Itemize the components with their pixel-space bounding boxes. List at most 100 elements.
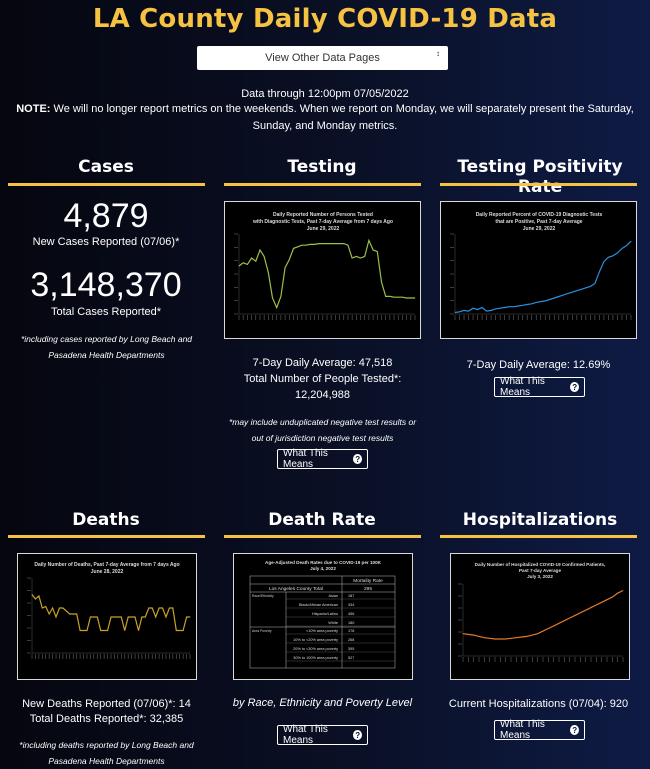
testing-chart-point (389, 296, 391, 297)
positivity-chart-point (517, 305, 519, 307)
positivity-chart-point (553, 297, 555, 299)
positivity-chart-point (585, 287, 587, 289)
deaths-chart-point (65, 610, 67, 612)
testing-chart-point (305, 244, 307, 246)
hosp-chart-point (585, 609, 587, 611)
hospitalizations-what-this-means-button[interactable]: What This Means? (494, 719, 585, 741)
positivity-chart-point (612, 255, 614, 257)
deaths-chart-point (62, 607, 64, 609)
deaths-rule (8, 535, 205, 538)
hosp-chart-point (510, 637, 512, 639)
testing-chart-title-2: with Diagnostic Tests, Past 7-day Averag… (252, 219, 393, 225)
deaths-chart-point (35, 598, 36, 600)
death-rate-heading: Death Rate (268, 510, 376, 530)
deaths-chart-point (69, 613, 71, 615)
hosp-chart-point (526, 636, 528, 637)
total-deaths: Total Deaths Reported*: 32,385 (29, 713, 184, 725)
testing-chart-point (376, 251, 378, 252)
testing-total-value: 12,204,988 (294, 389, 351, 401)
deaths-chart-point (79, 630, 81, 631)
deaths-chart-point (165, 616, 167, 618)
hosp-chart-point (547, 628, 549, 629)
page-title: LA County Daily COVID-19 Data (92, 4, 558, 34)
death-rate-what-this-means-button[interactable]: What This Means? (277, 724, 368, 746)
positivity-chart-point (594, 283, 596, 284)
new-deaths: New Deaths Reported (07/06)*: 14 (22, 698, 191, 710)
deaths-chart-point (179, 630, 181, 631)
positivity-chart-point (621, 248, 623, 249)
testing-chart-point (330, 243, 332, 244)
deaths-chart-point (148, 607, 150, 609)
positivity-chart[interactable]: Daily Reported Percent of COVID-19 Diagn… (440, 201, 637, 339)
positivity-button-label: What This Means (500, 376, 545, 398)
deaths-chart-point (131, 616, 132, 618)
deaths-chart-point (107, 630, 108, 631)
hosp-chart-point (521, 636, 523, 638)
testing-chart-point (301, 244, 303, 246)
county-total-label: Los Angeles County Total (269, 586, 323, 592)
death-rate-table[interactable]: Age-Adjusted Death Rates due to COVID-19… (233, 553, 413, 680)
hosp-chart-point (462, 633, 464, 635)
death-rate-row-label: White (328, 621, 338, 625)
hosp-chart-title-3: July 3, 2022 (527, 574, 553, 579)
positivity-chart-point (531, 303, 533, 305)
hosp-chart-point (574, 615, 576, 616)
positivity-chart-point (481, 307, 483, 308)
death-rate-subtitle: by Race, Ethnicity and Poverty Level (232, 697, 413, 709)
hosp-chart-point (553, 625, 555, 627)
positivity-chart-point (571, 291, 573, 293)
death-rate-col-header: Mortality Rate (353, 578, 383, 584)
testing-chart-point (368, 240, 370, 241)
positivity-chart-point (499, 307, 501, 309)
testing-chart-point (242, 262, 244, 264)
deaths-chart-point (169, 607, 170, 609)
death-rate-row-value: 268 (348, 638, 354, 642)
testing-chart-point (251, 257, 252, 259)
county-total-value: 295 (364, 586, 372, 592)
testing-chart-series-line (238, 238, 415, 310)
testing-chart-point (284, 267, 286, 268)
positivity-chart-point (454, 312, 456, 313)
cases-heading: Cases (78, 157, 134, 177)
death-rate-rule (224, 535, 421, 538)
testing-chart-point (393, 296, 395, 298)
hospitalizations-chart[interactable]: Daily Number of Hospitalized COVID-19 Co… (450, 553, 630, 680)
deaths-chart-point (41, 607, 43, 609)
positivity-chart-point (630, 240, 632, 242)
testing-what-this-means-button[interactable]: What This Means? (277, 448, 368, 470)
current-hospitalizations: Current Hospitalizations (07/04): 920 (448, 698, 629, 710)
positivity-chart-point (468, 310, 469, 312)
testing-chart-point (402, 296, 403, 298)
testing-chart-point (276, 307, 278, 308)
hosp-chart-point (537, 633, 539, 635)
hosp-button-label: What This Means (500, 719, 545, 741)
deaths-chart-point (144, 616, 146, 618)
deaths-chart-point (110, 616, 112, 618)
deaths-chart-point (138, 630, 139, 631)
positivity-chart-point (603, 261, 605, 262)
deaths-chart-point (114, 616, 115, 618)
deaths-chart[interactable]: Daily Number of Deaths, Past 7-day Avera… (17, 553, 197, 680)
testing-chart-point (238, 265, 240, 267)
hosp-chart-point (483, 637, 485, 639)
select-arrow-icon: ↕ (436, 49, 440, 58)
positivity-chart-point (608, 256, 609, 258)
positivity-chart-point (513, 306, 515, 308)
data-pages-select[interactable]: View Other Data Pages ↕ (197, 46, 448, 70)
death-rate-table-title-1: Age-Adjusted Death Rates due to COVID-19… (265, 560, 382, 565)
data-through-date: Data through 12:00pm 07/05/2022 (241, 88, 409, 100)
death-rate-row-value: 527 (348, 656, 354, 660)
deaths-chart-point (48, 613, 50, 615)
positivity-chart-point (495, 308, 496, 310)
testing-chart[interactable]: Daily Reported Number of Persons Tested … (224, 201, 421, 339)
testing-rule (224, 183, 421, 186)
deaths-chart-point (151, 607, 153, 609)
testing-chart-point (280, 296, 282, 297)
positivity-chart-point (567, 293, 569, 294)
deaths-chart-point (76, 613, 78, 615)
hospitalizations-heading: Hospitalizations (462, 510, 618, 530)
positivity-what-this-means-button[interactable]: What This Means? (494, 376, 585, 398)
cases-rule (8, 183, 205, 186)
total-cases-value: 3,148,370 (30, 266, 182, 304)
deaths-chart-title-2: June 28, 2022 (91, 569, 124, 575)
